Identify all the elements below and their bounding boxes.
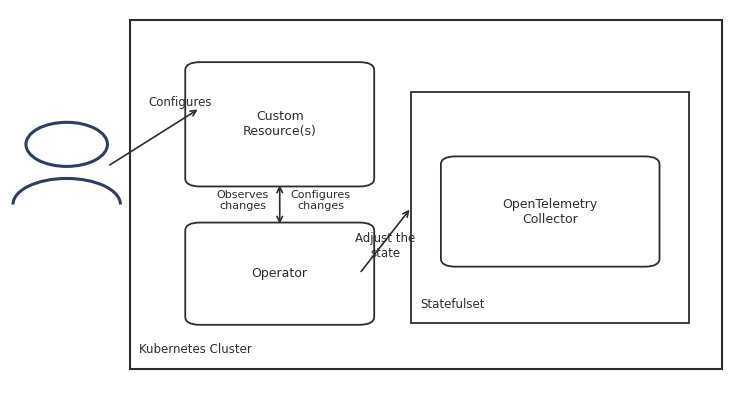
FancyBboxPatch shape — [185, 223, 374, 325]
FancyBboxPatch shape — [441, 156, 659, 267]
Text: Observes
changes: Observes changes — [216, 190, 268, 211]
FancyBboxPatch shape — [185, 62, 374, 186]
FancyBboxPatch shape — [411, 92, 689, 323]
Text: Configures: Configures — [148, 96, 212, 109]
Text: Custom
Resource(s): Custom Resource(s) — [243, 110, 316, 138]
FancyBboxPatch shape — [130, 20, 722, 369]
Text: Kubernetes Cluster: Kubernetes Cluster — [139, 343, 251, 356]
Text: Adjust the
state: Adjust the state — [355, 232, 416, 260]
Text: Operator: Operator — [252, 267, 308, 280]
Text: Configures
changes: Configures changes — [290, 190, 350, 211]
Text: Statefulset: Statefulset — [420, 298, 485, 311]
Text: OpenTelemetry
Collector: OpenTelemetry Collector — [502, 198, 598, 225]
